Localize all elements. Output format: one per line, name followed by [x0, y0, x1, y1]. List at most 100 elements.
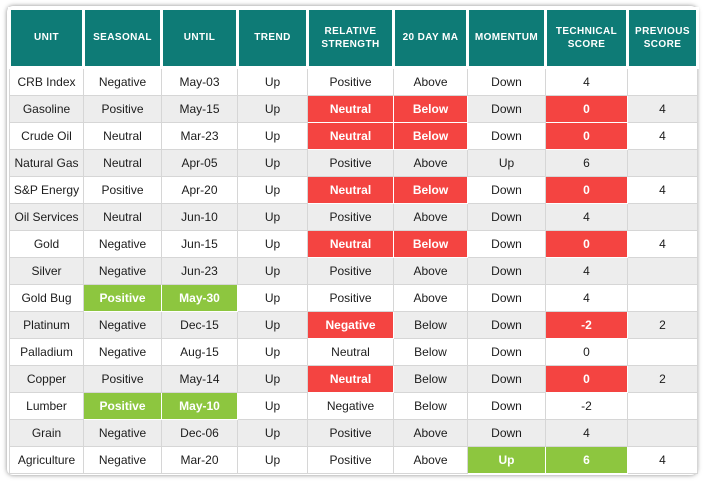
cell-until: Mar-20 — [161, 446, 238, 474]
cell-seasonal: Negative — [83, 230, 162, 258]
cell-relative-strength: Positive — [307, 67, 394, 96]
cell-previous-score — [627, 149, 698, 177]
cell-previous-score — [627, 392, 698, 420]
cell-relative-strength: Neutral — [307, 365, 394, 393]
cell-technical-score: -2 — [545, 392, 628, 420]
cell-trend: Up — [237, 338, 308, 366]
cell-momentum: Down — [467, 67, 546, 96]
column-header-relative-strength: RELATIVE STRENGTH — [306, 7, 395, 69]
table-row: Copper Positive May-14 Up Neutral Below Down 0 2 — [9, 365, 698, 393]
table-row: Gold Negative Jun-15 Up Neutral Below Down 0 4 — [9, 230, 698, 258]
cell-momentum: Down — [467, 230, 546, 258]
cell-20-day-ma: Below — [393, 392, 468, 420]
cell-seasonal: Neutral — [83, 122, 162, 150]
cell-momentum: Down — [467, 257, 546, 285]
cell-relative-strength: Neutral — [307, 338, 394, 366]
cell-until: Jun-10 — [161, 203, 238, 231]
cell-20-day-ma: Above — [393, 257, 468, 285]
cell-unit: Gold — [9, 230, 84, 258]
cell-trend: Up — [237, 365, 308, 393]
cell-20-day-ma: Above — [393, 149, 468, 177]
cell-seasonal: Positive — [83, 284, 162, 312]
cell-momentum: Down — [467, 122, 546, 150]
cell-previous-score — [627, 203, 698, 231]
cell-20-day-ma: Below — [393, 230, 468, 258]
cell-momentum: Down — [467, 95, 546, 123]
cell-unit: Silver — [9, 257, 84, 285]
cell-unit: Natural Gas — [9, 149, 84, 177]
cell-until: Apr-05 — [161, 149, 238, 177]
cell-20-day-ma: Above — [393, 67, 468, 96]
cell-trend: Up — [237, 419, 308, 447]
cell-technical-score: 4 — [545, 257, 628, 285]
table-row: CRB Index Negative May-03 Up Positive Above Do… — [9, 67, 698, 96]
cell-trend: Up — [237, 122, 308, 150]
cell-technical-score: 6 — [545, 149, 628, 177]
table-row: S&P Energy Positive Apr-20 Up Neutral Below Do… — [9, 176, 698, 204]
cell-previous-score — [627, 419, 698, 447]
table-row: Crude Oil Neutral Mar-23 Up Neutral Below Down… — [9, 122, 698, 150]
cell-technical-score: -2 — [545, 311, 628, 339]
cell-seasonal: Positive — [83, 365, 162, 393]
column-header-previous-score: PREVIOUS SCORE — [626, 7, 699, 69]
cell-trend: Up — [237, 284, 308, 312]
cell-relative-strength: Positive — [307, 284, 394, 312]
cell-technical-score: 0 — [545, 365, 628, 393]
cell-technical-score: 0 — [545, 95, 628, 123]
cell-previous-score: 4 — [627, 230, 698, 258]
cell-technical-score: 6 — [545, 446, 628, 474]
cell-previous-score — [627, 338, 698, 366]
cell-until: Aug-15 — [161, 338, 238, 366]
cell-20-day-ma: Below — [393, 311, 468, 339]
cell-relative-strength: Negative — [307, 392, 394, 420]
cell-unit: Grain — [9, 419, 84, 447]
cell-unit: Lumber — [9, 392, 84, 420]
table-row: Grain Negative Dec-06 Up Positive Above Down 4 — [9, 419, 698, 447]
table-row: Gasoline Positive May-15 Up Neutral Below Down… — [9, 95, 698, 123]
table-body: CRB Index Negative May-03 Up Positive Above Do… — [9, 67, 698, 474]
table-row: Gold Bug Positive May-30 Up Positive Above Dow… — [9, 284, 698, 312]
cell-unit: Agriculture — [9, 446, 84, 474]
cell-momentum: Down — [467, 365, 546, 393]
cell-momentum: Down — [467, 392, 546, 420]
cell-unit: Copper — [9, 365, 84, 393]
cell-momentum: Down — [467, 338, 546, 366]
cell-momentum: Up — [467, 446, 546, 474]
cell-until: Mar-23 — [161, 122, 238, 150]
column-header-trend: TREND — [236, 7, 309, 69]
cell-momentum: Down — [467, 176, 546, 204]
cell-relative-strength: Negative — [307, 311, 394, 339]
cell-previous-score: 4 — [627, 446, 698, 474]
column-header-seasonal: SEASONAL — [82, 7, 163, 69]
column-header-20-day-ma: 20 DAY MA — [392, 7, 469, 69]
cell-technical-score: 4 — [545, 284, 628, 312]
cell-technical-score: 0 — [545, 230, 628, 258]
cell-previous-score — [627, 284, 698, 312]
cell-relative-strength: Neutral — [307, 95, 394, 123]
cell-seasonal: Positive — [83, 392, 162, 420]
cell-relative-strength: Neutral — [307, 122, 394, 150]
cell-trend: Up — [237, 257, 308, 285]
cell-20-day-ma: Below — [393, 95, 468, 123]
column-header-until: UNTIL — [160, 7, 239, 69]
cell-until: May-15 — [161, 95, 238, 123]
cell-relative-strength: Neutral — [307, 176, 394, 204]
cell-relative-strength: Positive — [307, 203, 394, 231]
cell-until: Dec-15 — [161, 311, 238, 339]
cell-trend: Up — [237, 95, 308, 123]
cell-relative-strength: Positive — [307, 257, 394, 285]
seasonality-table: UNIT SEASONAL UNTIL TREND RELATIVE STRENGTH 2… — [8, 7, 699, 474]
cell-momentum: Down — [467, 419, 546, 447]
cell-technical-score: 4 — [545, 67, 628, 96]
cell-relative-strength: Neutral — [307, 230, 394, 258]
cell-unit: Crude Oil — [9, 122, 84, 150]
cell-trend: Up — [237, 203, 308, 231]
cell-momentum: Down — [467, 284, 546, 312]
table-row: Silver Negative Jun-23 Up Positive Above Down 4 — [9, 257, 698, 285]
cell-until: Apr-20 — [161, 176, 238, 204]
table-row: Agriculture Negative Mar-20 Up Positive Above… — [9, 446, 698, 474]
cell-seasonal: Neutral — [83, 203, 162, 231]
cell-until: May-30 — [161, 284, 238, 312]
cell-unit: Gasoline — [9, 95, 84, 123]
cell-unit: Gold Bug — [9, 284, 84, 312]
